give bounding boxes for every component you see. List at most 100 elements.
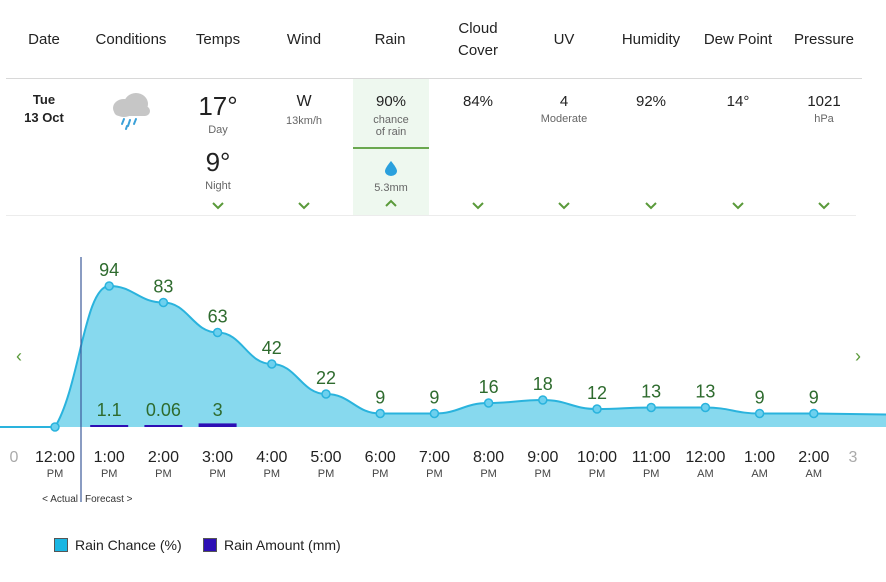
rain-cloud-icon (113, 93, 150, 130)
day-date: 13 Oct (24, 110, 64, 125)
rain-chance-label-8: 16 (479, 377, 499, 397)
rain-chance: 90% (375, 93, 407, 110)
x-tick-ampm-11: PM (643, 468, 660, 480)
actual-label: < Actual (42, 494, 78, 505)
raindrop-icon (385, 161, 397, 176)
rain-chance-label-11: 13 (641, 382, 661, 402)
x-tick-time-1: 1:00 (94, 449, 125, 466)
rain-amount-bar-1 (90, 425, 129, 427)
x-tick-time-4: 4:00 (256, 449, 287, 466)
temp-day-label: Day (208, 124, 228, 136)
x-tick-ampm-12: AM (697, 468, 714, 480)
rain-chance-label-2: 83 (153, 277, 173, 297)
rain-chance-label-5: 22 (316, 368, 336, 388)
rain-chance-label-1: 94 (99, 260, 119, 280)
humidity-value: 92% (635, 93, 667, 110)
x-tick-ampm-1: PM (101, 468, 118, 480)
rain-collapse-chevron-up-icon[interactable] (384, 198, 398, 208)
rain-chance-label-9: 18 (533, 374, 553, 394)
header-pressure: Pressure (793, 31, 855, 48)
legend-swatch-rain-amount (203, 538, 217, 552)
x-tick-time-12: 12:00 (685, 449, 725, 466)
cloud-cover-expand-chevron-down-icon[interactable] (471, 201, 485, 211)
x-tick-ampm-5: PM (318, 468, 335, 480)
rain-chance-point-4 (267, 359, 277, 369)
x-tick-time-10: 10:00 (577, 449, 617, 466)
rain-chance-label-12: 13 (695, 382, 715, 402)
rain-chance-point-13 (754, 408, 765, 419)
rain-chance-label-2: of rain (375, 126, 407, 138)
rain-chance-point-1 (104, 281, 114, 291)
x-tick-time-13: 1:00 (744, 449, 775, 466)
wind-direction: W (296, 93, 312, 110)
x-tick-edge-right: 3 (849, 449, 858, 466)
header-dew-point: Dew Point (703, 31, 773, 48)
x-tick-ampm-6: PM (372, 468, 389, 480)
rain-chance-label-1: chance (373, 114, 409, 126)
rain-amount-label-3: 3 (213, 400, 223, 420)
x-tick-time-2: 2:00 (148, 449, 179, 466)
x-tick-edge-left: 0 (10, 449, 19, 466)
rain-amount: 5.3mm (374, 182, 408, 194)
rain-chance-point-8 (483, 398, 494, 408)
dew-point-expand-chevron-down-icon[interactable] (731, 201, 745, 211)
rain-chance-point-3 (212, 327, 223, 338)
pressure-unit: hPa (814, 113, 834, 125)
x-tick-ampm-0: PM (47, 468, 64, 480)
header-uv: UV (553, 31, 575, 48)
x-tick-time-9: 9:00 (527, 449, 558, 466)
rain-amount-label-1: 1.1 (97, 400, 122, 420)
header-rain: Rain (374, 31, 406, 48)
x-tick-time-11: 11:00 (632, 449, 671, 466)
temp-day: 17° (198, 91, 238, 121)
x-tick-time-14: 2:00 (798, 449, 829, 466)
rain-chance-label-3: 63 (208, 307, 228, 327)
x-tick-time-6: 6:00 (365, 449, 396, 466)
x-tick-ampm-14: AM (806, 468, 823, 480)
rain-chance-point-9 (538, 395, 548, 405)
legend-label-rain-amount: Rain Amount (mm) (224, 537, 341, 553)
legend-label-rain-chance: Rain Chance (%) (75, 537, 182, 553)
chart-prev-button[interactable]: ‹ (16, 346, 22, 366)
rain-amount-label-2: 0.06 (146, 400, 181, 420)
pressure-value: 1021 (807, 93, 841, 110)
uv-expand-chevron-down-icon[interactable] (557, 201, 571, 211)
legend-rain-amount: Rain Amount (mm) (203, 537, 341, 553)
x-tick-ampm-7: PM (426, 468, 443, 480)
pressure-expand-chevron-down-icon[interactable] (817, 201, 831, 211)
rain-chance-point-2 (158, 297, 169, 308)
day-weekday: Tue (32, 92, 56, 107)
header-cloud-cover: Cloud Cover (457, 20, 498, 59)
rain-chance-label-7: 9 (429, 388, 439, 408)
header-temps: Temps (195, 31, 241, 48)
wind-speed: 13km/h (285, 115, 323, 127)
x-tick-ampm-13: AM (751, 468, 768, 480)
header-conditions: Conditions (95, 31, 167, 48)
row-divider (6, 215, 856, 216)
x-tick-time-7: 7:00 (419, 449, 450, 466)
header-wind: Wind (286, 31, 322, 48)
x-tick-time-5: 5:00 (310, 449, 341, 466)
header-humidity: Humidity (621, 31, 681, 48)
rain-chance-point-7 (429, 408, 440, 419)
header-divider (6, 78, 862, 79)
x-tick-ampm-2: PM (155, 468, 172, 480)
header-date: Date (28, 31, 60, 48)
humidity-expand-chevron-down-icon[interactable] (644, 201, 658, 211)
chart-next-button[interactable]: › (855, 346, 861, 366)
x-tick-ampm-10: PM (589, 468, 606, 480)
x-tick-time-3: 3:00 (202, 449, 233, 466)
x-tick-time-0: 12:00 (35, 449, 75, 466)
uv-value: 4 (559, 93, 569, 110)
rain-chance-label-4: 42 (262, 338, 282, 358)
cloud-cover-value: 84% (462, 93, 494, 110)
legend-rain-chance: Rain Chance (%) (54, 537, 182, 553)
rain-chance-area (0, 286, 886, 427)
x-tick-ampm-3: PM (209, 468, 226, 480)
rain-amount-bar-2 (144, 425, 183, 427)
temps-expand-chevron-down-icon[interactable] (211, 201, 225, 211)
wind-expand-chevron-down-icon[interactable] (297, 201, 311, 211)
rain-chance-line (0, 284, 886, 428)
temp-night-label: Night (205, 180, 231, 192)
forecast-label: Forecast > (85, 494, 133, 505)
